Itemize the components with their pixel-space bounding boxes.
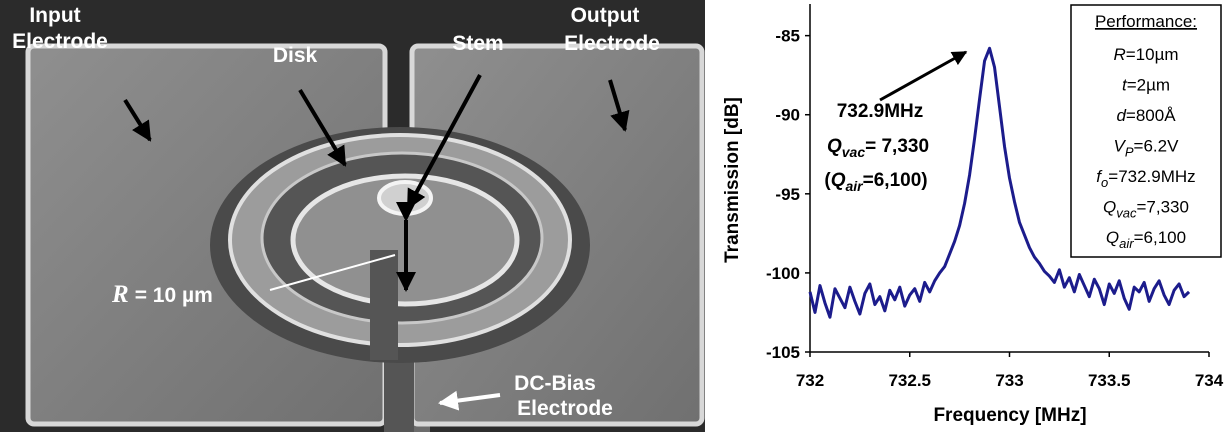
- x-tick-label: 732.5: [888, 371, 931, 390]
- performance-part: =6,100: [1134, 228, 1186, 247]
- y-tick-label: -95: [775, 185, 800, 204]
- performance-part: o: [1101, 175, 1108, 190]
- performance-part: air: [1119, 236, 1134, 251]
- performance-part: =800Å: [1126, 106, 1176, 125]
- annotation-part: Q: [831, 170, 846, 191]
- x-tick-label: 732: [796, 371, 824, 390]
- y-axis-title: Transmission [dB]: [722, 97, 743, 263]
- image-label: Output: [571, 4, 640, 27]
- image-label: Electrode: [564, 32, 660, 55]
- performance-part: =2µm: [1127, 76, 1170, 95]
- x-axis-title: Frequency [MHz]: [933, 405, 1086, 426]
- annotation-part: vac: [842, 144, 866, 160]
- image-label: Electrode: [517, 397, 613, 420]
- performance-line: t=2µm: [1122, 76, 1170, 95]
- performance-part: =6.2V: [1134, 137, 1180, 156]
- image-label: Stem: [452, 32, 503, 55]
- y-tick-label: -100: [766, 264, 800, 283]
- image-label: Electrode: [12, 30, 108, 53]
- performance-line: d=800Å: [1116, 106, 1176, 125]
- image-label: Disk: [273, 44, 318, 67]
- performance-part: R: [1113, 45, 1125, 64]
- performance-part: vac: [1116, 206, 1137, 221]
- image-label: DC-Bias: [514, 372, 596, 395]
- performance-part: Q: [1106, 228, 1119, 247]
- x-tick-label: 734: [1195, 371, 1224, 390]
- performance-part: P: [1125, 145, 1134, 160]
- performance-part: =7,330: [1136, 198, 1188, 217]
- image-label: Input: [29, 4, 80, 27]
- image-label-part: = 10 µm: [135, 284, 213, 307]
- y-tick-label: -85: [775, 27, 800, 46]
- annotation-part: air: [846, 178, 865, 194]
- x-tick-label: 733.5: [1088, 371, 1131, 390]
- image-label-part: R: [111, 281, 129, 308]
- performance-line: R=10µm: [1113, 45, 1178, 64]
- y-tick-label: -90: [775, 106, 800, 125]
- performance-box: [1071, 5, 1221, 257]
- annotation: 732.9MHz: [837, 101, 924, 122]
- annotation-part: =6,100): [863, 170, 928, 191]
- annotation-part: = 7,330: [865, 136, 929, 157]
- performance-part: =732.9MHz: [1108, 167, 1195, 186]
- y-tick-label: -105: [766, 343, 800, 362]
- annotation-part: Q: [827, 136, 842, 157]
- performance-title: Performance:: [1095, 12, 1197, 31]
- x-tick-label: 733: [995, 371, 1023, 390]
- figure: Input Electrode Disk Stem Output Electro…: [0, 0, 1225, 432]
- sem-image: [0, 0, 705, 432]
- annotation: (Qair=6,100): [824, 170, 927, 194]
- performance-part: Q: [1103, 198, 1116, 217]
- performance-part: =10µm: [1126, 45, 1179, 64]
- image-label: R = 10 µm: [111, 281, 213, 308]
